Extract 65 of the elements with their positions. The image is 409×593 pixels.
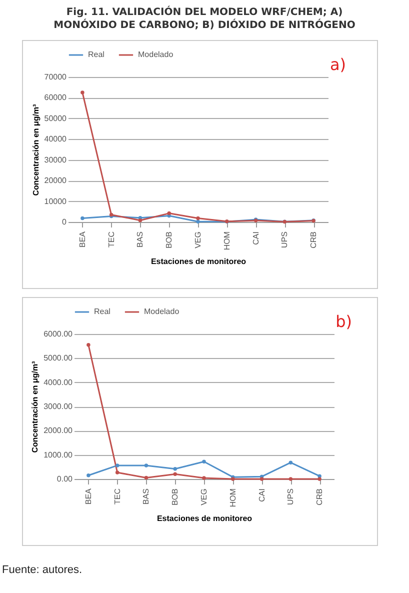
x-tick-label: TEC — [106, 231, 116, 248]
y-tick-label: 5000.00 — [44, 354, 74, 363]
x-tick-label: TEC — [112, 488, 122, 504]
x-tick-label: VEG — [200, 488, 208, 506]
point — [86, 343, 90, 347]
y-axis-title: Concentración en μg/m³ — [31, 104, 40, 196]
y-tick-label: 0.00 — [56, 474, 74, 484]
y-tick-label: 20000 — [44, 176, 68, 186]
point — [167, 211, 171, 216]
point — [173, 466, 177, 471]
y-tick-label: 6000.00 — [44, 330, 74, 338]
point — [288, 460, 293, 464]
y-tick-label: 40000 — [44, 134, 68, 144]
y-tick-label: 3000.00 — [44, 402, 74, 411]
point — [80, 216, 84, 220]
legend-label: Modelado — [144, 307, 180, 316]
legend-label: Real — [94, 307, 111, 316]
y-tick-label: 4000.00 — [44, 378, 74, 387]
x-tick-label: VEG — [194, 232, 202, 248]
point — [260, 477, 264, 481]
legend-label: Modelado — [138, 50, 174, 59]
point — [173, 472, 177, 476]
chart-title: Fig. 11. VALIDACIÓN DEL MODELO WRF/CHEM; A) MONÓXIDO DE CARBONO; B) DIÓXIDO DE NITRÓGENO — [52, 4, 356, 32]
x-tick-label: CAI — [251, 232, 260, 245]
point — [288, 477, 293, 481]
y-axis-title: Concentración en μg/m³ — [30, 360, 40, 453]
y-tick-label: 0 — [62, 218, 68, 226]
x-tick-label: BEA — [84, 488, 93, 505]
x-tick-label: BAS — [136, 232, 145, 248]
y-tick-label: 60000 — [44, 93, 68, 102]
text: a) — [330, 55, 346, 74]
legend-label: Real — [88, 50, 105, 59]
x-tick-label: HOM — [222, 231, 232, 250]
x-tick-label: BAS — [142, 488, 151, 505]
y-tick-label: 1000.00 — [44, 450, 74, 460]
point — [138, 218, 142, 222]
y-tick-label: 50000 — [44, 114, 68, 123]
source-note: Fuente: autores. — [2, 564, 84, 576]
point — [144, 464, 148, 468]
y-tick-label: 2000.00 — [44, 426, 74, 436]
point — [202, 476, 206, 480]
x-axis-title: Estaciones de monitoreo — [150, 257, 246, 266]
y-tick-label: 30000 — [44, 155, 68, 164]
x-tick-label: CAI — [257, 488, 266, 502]
text: b) — [336, 312, 352, 331]
x-tick-label: BEA — [78, 230, 87, 248]
point — [196, 220, 200, 224]
point — [86, 474, 90, 478]
point — [196, 216, 200, 220]
point — [202, 460, 206, 464]
point — [144, 476, 148, 480]
x-axis-title: Estaciones de monitoreo — [156, 514, 252, 524]
point — [115, 470, 120, 474]
x-tick-label: BOB — [164, 232, 174, 248]
x-tick-label: CRB — [309, 232, 318, 248]
point — [115, 464, 120, 468]
point — [318, 477, 322, 481]
point — [80, 90, 84, 94]
x-tick-label: BOB — [170, 488, 180, 506]
x-tick-label: UPS — [280, 232, 290, 248]
y-tick-label: 10000 — [44, 196, 68, 206]
x-tick-label: UPS — [286, 488, 296, 505]
x-tick-label: CRB — [315, 488, 324, 506]
y-tick-label: 70000 — [44, 72, 68, 82]
x-tick-label: HOM — [228, 488, 238, 508]
